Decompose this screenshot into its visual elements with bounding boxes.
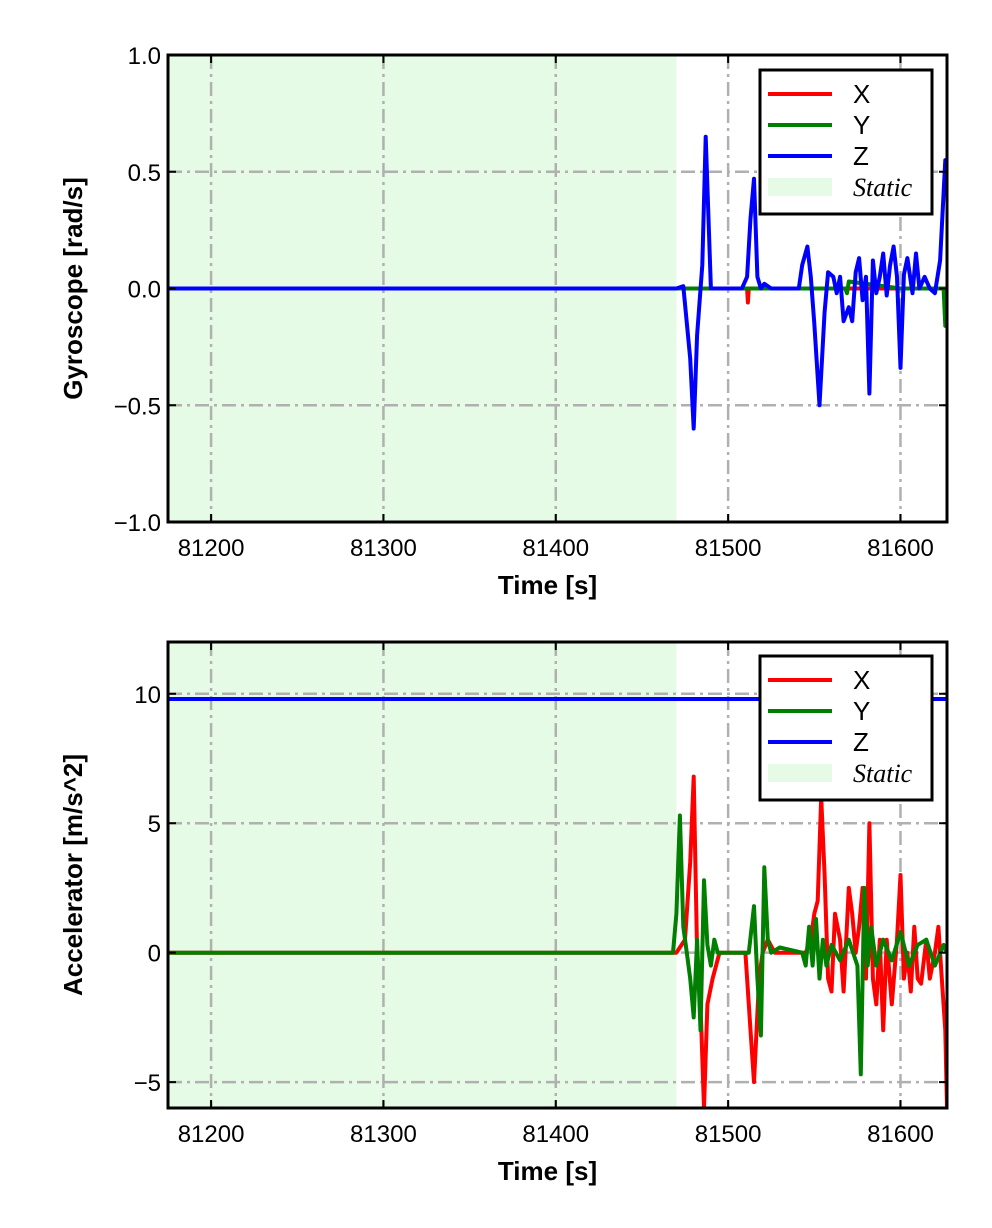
y-tick-label: 1.0 xyxy=(128,43,161,70)
x-tick-label: 81400 xyxy=(522,1121,589,1148)
legend-swatch-static xyxy=(768,178,832,196)
y-tick-label: −1.0 xyxy=(114,510,161,537)
y-tick-label: −0.5 xyxy=(114,393,161,420)
chart-panel-1: 81200 81300 81400 81500 81600 −1.0 −0.5 0.0 0.5 1… xyxy=(58,43,949,600)
y-tick-label: 0 xyxy=(148,941,161,968)
x-tick-label: 81400 xyxy=(522,535,589,562)
series-line-x xyxy=(168,774,947,1108)
y-tick-label: −5 xyxy=(134,1070,161,1097)
y-axis-label: Accelerator [m/s^2] xyxy=(58,754,88,996)
legend-label-z: Z xyxy=(853,727,869,757)
legend-label-y: Y xyxy=(853,110,870,140)
y-tick-label: 5 xyxy=(148,811,161,838)
x-tick-label: 81300 xyxy=(350,1121,417,1148)
x-tick-label: 81300 xyxy=(350,535,417,562)
legend-swatch-static xyxy=(768,764,832,782)
legend-label-static: Static xyxy=(853,173,913,202)
x-tick-label: 81500 xyxy=(695,1121,762,1148)
axes-frame xyxy=(166,640,949,1110)
x-tick-label: 81500 xyxy=(695,535,762,562)
x-axis-label: Time [s] xyxy=(498,1156,597,1186)
legend-label-static: Static xyxy=(853,759,913,788)
y-tick-label: 0.5 xyxy=(128,160,161,187)
chart-panel-2: 81200 81300 81400 81500 81600 −5 0 5 10 Time [s] A… xyxy=(58,640,949,1186)
x-tick-label: 81600 xyxy=(867,1121,934,1148)
x-tick-label: 81600 xyxy=(867,535,934,562)
y-tick-label: 10 xyxy=(134,682,161,709)
series-line-z xyxy=(168,134,947,431)
legend-label-y: Y xyxy=(853,696,870,726)
x-tick-label: 81200 xyxy=(178,1121,245,1148)
x-axis-label: Time [s] xyxy=(498,570,597,600)
legend-label-x: X xyxy=(853,79,870,109)
y-axis-label: Gyroscope [rad/s] xyxy=(58,177,88,400)
series-line-y xyxy=(168,813,947,1077)
static-region xyxy=(168,642,677,1108)
x-tick-label: 81200 xyxy=(178,535,245,562)
legend-label-z: Z xyxy=(853,141,869,171)
legend-label-x: X xyxy=(853,665,870,695)
y-tick-label: 0.0 xyxy=(128,277,161,304)
